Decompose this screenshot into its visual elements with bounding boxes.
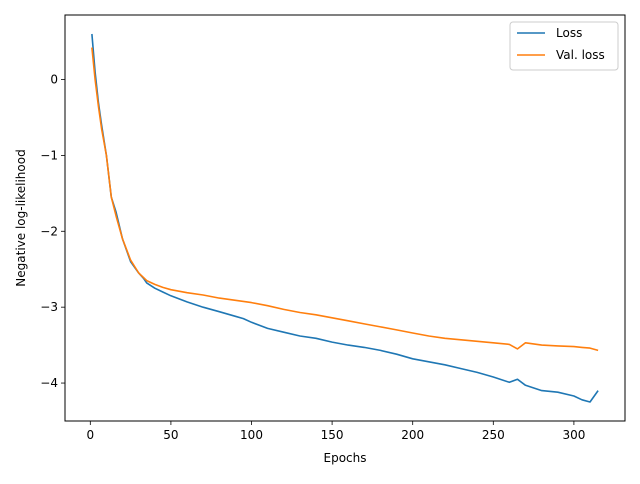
x-tick-label: 250 [482,428,505,442]
series-layer [91,33,599,403]
y-tick-label: −4 [40,376,58,390]
x-tick-label: 300 [562,428,585,442]
val-loss-series-line [91,47,599,352]
y-tick-label: 0 [50,73,58,87]
legend-loss-label: Loss [556,26,582,40]
y-tick-label: −2 [40,224,58,238]
x-tick-label: 50 [163,428,178,442]
axes-layer: 0 50 100 150 200 250 300 −4 −3 −2 −1 0 [40,73,585,442]
x-tick-label: 100 [240,428,263,442]
plot-frame [64,14,626,422]
y-tick-label: −1 [40,148,58,162]
x-tick-label: 200 [401,428,424,442]
legend-val-loss-label: Val. loss [556,48,605,62]
x-tick-label: 150 [321,428,344,442]
legend: Loss Val. loss [509,21,619,71]
legend-box [509,21,619,71]
y-axis-label: Negative log-likelihood [14,149,28,286]
y-tick-label: −3 [40,300,58,314]
x-axis-label: Epochs [324,451,367,465]
x-tick-label: 0 [86,428,94,442]
plot-background [65,15,625,421]
